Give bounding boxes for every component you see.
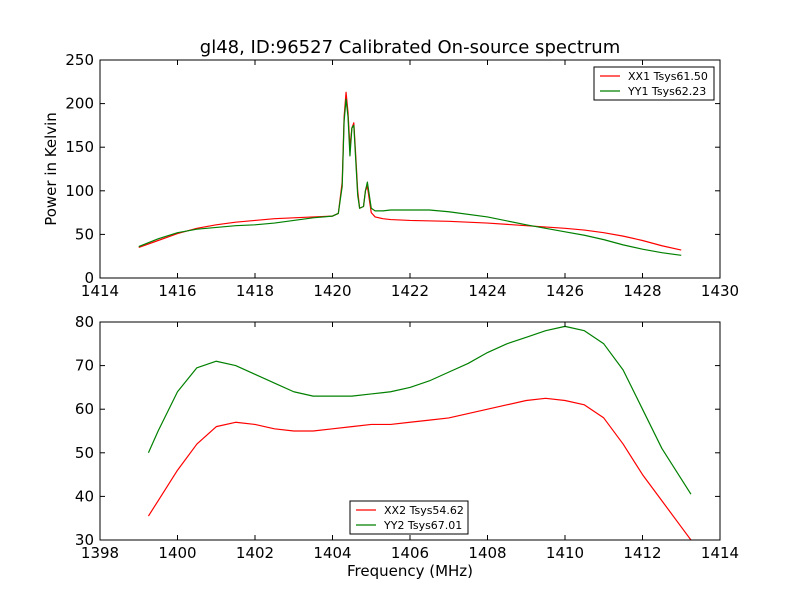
x-tick-label: 1406: [391, 544, 429, 562]
x-axis-title: Frequency (MHz): [347, 562, 473, 580]
y-tick-label: 80: [75, 313, 94, 331]
y-tick-label: 60: [75, 400, 94, 418]
x-tick-label: 1402: [236, 544, 274, 562]
x-tick-label: 1404: [313, 544, 351, 562]
lower-panel: 1398 1400 1402 1404 1406 1408 1410 1412 1414 30 40…: [75, 313, 739, 580]
y-tick-label: 40: [75, 487, 94, 505]
series-line-1-0: [147, 397, 692, 541]
x-tick-label: 1400: [158, 544, 196, 562]
y-tick-label: 250: [65, 51, 94, 69]
legend: XX1 Tsys61.50 YY1 Tsys62.23: [593, 66, 715, 101]
y-tick-label: 100: [65, 182, 94, 200]
y-tick-label: 150: [65, 138, 94, 156]
x-tick-label: 1430: [701, 282, 739, 300]
y-tick-label: 70: [75, 357, 94, 375]
legend-entry-label: YY1 Tsys62.23: [627, 85, 706, 98]
x-tick-label: 1418: [236, 282, 274, 300]
x-tick-label: 1414: [81, 282, 119, 300]
y-tick-label: 0: [84, 269, 94, 287]
legend-box: [349, 500, 469, 535]
x-tick-label: 1414: [701, 544, 739, 562]
y-tick-label: 50: [75, 225, 94, 243]
legend-entry-label: XX2 Tsys54.62: [384, 504, 464, 517]
x-tick-label: 1424: [468, 282, 506, 300]
legend-entry-label: YY2 Tsys67.01: [383, 519, 462, 532]
y-tick-label: 50: [75, 444, 94, 462]
y-tick-label: 200: [65, 95, 94, 113]
x-tick-label: 1420: [313, 282, 351, 300]
y-axis-title: Power in Kelvin: [42, 112, 60, 226]
legend-entry-label: XX1 Tsys61.50: [628, 70, 708, 83]
x-tick-label: 1412: [623, 544, 661, 562]
x-tick-label: 1426: [546, 282, 584, 300]
legend: XX2 Tsys54.62 YY2 Tsys67.01: [349, 500, 469, 535]
series-line-1-1: [147, 325, 692, 495]
y-tick-label: 30: [75, 531, 94, 549]
x-tick-label: 1428: [623, 282, 661, 300]
series-line-0-1: [138, 98, 682, 256]
x-tick-label: 1408: [468, 544, 506, 562]
legend-box: [593, 66, 715, 101]
x-tick-label: 1410: [546, 544, 584, 562]
x-tick-label: 1422: [391, 282, 429, 300]
upper-panel: 1414 1416 1418 1420 1422 1424 1426 1428 1430 0 50 1…: [42, 51, 739, 300]
figure-title: gl48, ID:96527 Calibrated On-source spec…: [200, 37, 620, 58]
x-tick-label: 1416: [158, 282, 196, 300]
x-tick-label: 1398: [81, 544, 119, 562]
